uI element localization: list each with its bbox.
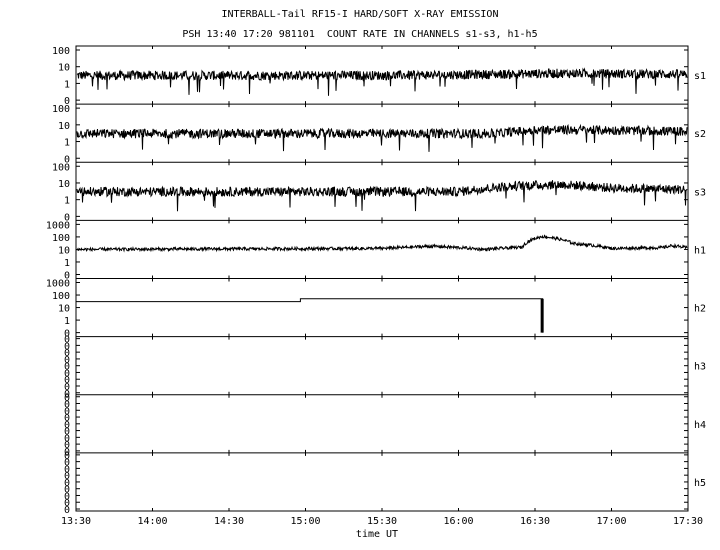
x-tick-label: 14:00 (137, 516, 167, 527)
y-tick-label: 0 (64, 362, 70, 373)
y-tick-label: 0 (64, 406, 70, 417)
y-tick-label: 100 (52, 162, 70, 173)
y-tick-label: 0 (64, 478, 70, 489)
y-tick-label: 1000 (46, 279, 70, 290)
y-tick-label: 0 (64, 433, 70, 444)
series-drop-h2 (540, 298, 544, 333)
y-tick-label: 10 (58, 245, 70, 256)
x-tick-label: 13:30 (61, 516, 91, 527)
chart-title: INTERBALL-Tail RF15-I HARD/SOFT X-RAY EM… (221, 9, 499, 20)
y-tick-label: 0 (64, 451, 70, 462)
x-tick-label: 16:00 (443, 516, 473, 527)
panel-label-s2: s2 (694, 129, 706, 140)
y-tick-label: 0 (64, 96, 70, 107)
y-tick-label: 0 (64, 335, 70, 346)
y-tick-label: 0 (64, 271, 70, 282)
y-tick-label: 0 (64, 212, 70, 223)
panel-label-s3: s3 (694, 187, 706, 198)
y-tick-label: 0 (64, 382, 70, 393)
x-tick-label: 15:00 (290, 516, 320, 527)
y-tick-label: 0 (64, 464, 70, 475)
series-line-s1 (76, 67, 688, 96)
y-tick-label: 0 (64, 491, 70, 502)
y-tick-label: 100 (52, 233, 70, 244)
x-tick-label: 17:00 (596, 516, 626, 527)
y-tick-label: 10 (58, 63, 70, 74)
y-tick-label: 0 (64, 458, 70, 469)
y-tick-label: 1 (64, 79, 70, 90)
y-tick-label: 1000 (46, 220, 70, 231)
y-tick-label: 0 (64, 498, 70, 509)
panel-label-h5: h5 (694, 478, 706, 489)
y-tick-label: 0 (64, 447, 70, 458)
y-tick-label: 0 (64, 485, 70, 496)
y-tick-label: 100 (52, 104, 70, 115)
series-line-s2 (76, 123, 688, 152)
panel-label-s1: s1 (694, 71, 706, 82)
y-tick-label: 10 (58, 304, 70, 315)
y-tick-label: 0 (64, 341, 70, 352)
y-tick-label: 10 (58, 121, 70, 132)
y-tick-label: 0 (64, 375, 70, 386)
x-tick-label: 15:30 (367, 516, 397, 527)
y-tick-label: 0 (64, 505, 70, 516)
y-tick-label: 0 (64, 471, 70, 482)
y-tick-label: 0 (64, 348, 70, 359)
y-tick-label: 1 (64, 258, 70, 269)
x-axis-label: time UT (356, 529, 398, 540)
y-tick-label: 0 (64, 420, 70, 431)
y-tick-label: 0 (64, 440, 70, 451)
y-tick-label: 10 (58, 179, 70, 190)
y-tick-label: 0 (64, 427, 70, 438)
x-tick-label: 14:30 (214, 516, 244, 527)
series-line-h1 (76, 234, 688, 253)
y-tick-label: 0 (64, 400, 70, 411)
panel-label-h2: h2 (694, 304, 706, 315)
y-tick-label: 100 (52, 291, 70, 302)
y-tick-label: 0 (64, 329, 70, 340)
chart-subtitle: PSH 13:40 17:20 981101 COUNT RATE IN CHA… (182, 29, 538, 40)
y-tick-label: 1 (64, 138, 70, 149)
x-tick-label: 16:30 (520, 516, 550, 527)
x-tick-label: 17:30 (673, 516, 703, 527)
y-tick-label: 0 (64, 368, 70, 379)
y-tick-label: 0 (64, 413, 70, 424)
series-line-s3 (76, 180, 688, 212)
panel-label-h4: h4 (694, 420, 706, 431)
y-tick-label: 100 (52, 46, 70, 57)
panel-label-h3: h3 (694, 362, 706, 373)
panel-label-h1: h1 (694, 245, 706, 256)
y-tick-label: 0 (64, 389, 70, 400)
y-tick-label: 0 (64, 393, 70, 404)
y-tick-label: 1 (64, 196, 70, 207)
y-tick-label: 0 (64, 154, 70, 165)
y-tick-label: 1 (64, 316, 70, 327)
series-line-h2 (76, 298, 544, 333)
y-tick-label: 0 (64, 355, 70, 366)
